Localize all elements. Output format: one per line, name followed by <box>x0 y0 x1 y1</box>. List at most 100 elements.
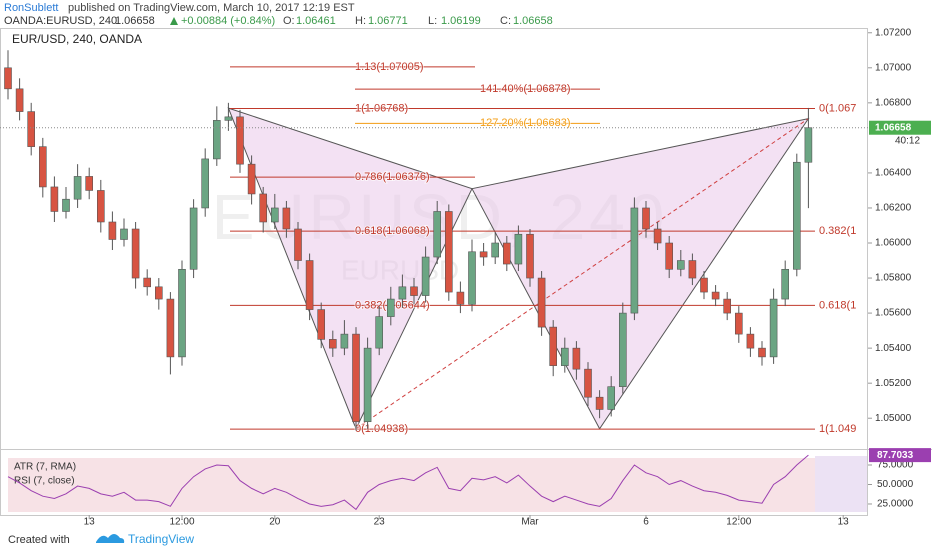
up-arrow <box>170 17 178 25</box>
rsi-tick-label: 50.0000 <box>877 479 914 490</box>
candle-body <box>328 339 337 349</box>
candle-body <box>584 368 592 398</box>
y-tick-label: 1.05200 <box>875 378 912 389</box>
y-tick-label: 1.05600 <box>875 308 912 319</box>
fib-label: 127.20%(1.06683) <box>480 117 571 129</box>
candle-body <box>514 233 523 265</box>
candle-body <box>340 333 349 349</box>
rsi-tick-label: 75.0000 <box>877 460 914 471</box>
candle-body <box>456 291 465 305</box>
fib-label: 1.13(1.07005) <box>355 61 424 73</box>
candle-body <box>700 277 708 293</box>
fib-label-right: 1(1.049 <box>819 423 856 435</box>
candle-body <box>201 158 209 209</box>
pattern-dashed <box>355 118 809 430</box>
ohlc-value: 1.06658 <box>513 15 553 27</box>
candle-body <box>15 88 24 112</box>
candle-body <box>398 286 407 300</box>
candle-body <box>178 268 186 358</box>
ohlc-value: 1.06199 <box>441 15 481 27</box>
candle-body <box>85 176 93 191</box>
candle-body <box>352 333 360 423</box>
candle-body <box>27 111 36 147</box>
x-tick-label: Mar <box>521 517 539 528</box>
fib-label: 141.40%(1.06878) <box>480 83 571 95</box>
candle-body <box>247 163 256 195</box>
rsi-badge <box>869 448 931 463</box>
fib-label-right: 0(1.067 <box>819 102 856 114</box>
candle-body <box>758 347 766 358</box>
candle-body <box>526 233 534 279</box>
candle-body <box>236 116 244 165</box>
atr-area-future <box>815 456 868 512</box>
footer-brand[interactable]: TradingView <box>128 532 194 546</box>
countdown: 40:12 <box>895 135 920 146</box>
candle-body <box>282 207 291 230</box>
candle-body <box>375 316 384 349</box>
candle-body <box>502 242 511 265</box>
candle-body <box>50 186 59 212</box>
y-tick-label: 1.06800 <box>875 97 912 108</box>
candle-body <box>549 326 558 366</box>
indicator-legend: ATR (7, RMA) <box>14 462 76 473</box>
candle-body <box>572 347 581 370</box>
y-tick-label: 1.05000 <box>875 413 912 424</box>
ohlc-value: 1.06771 <box>368 15 408 27</box>
x-tick-label: 20 <box>269 517 281 528</box>
candle-body <box>38 146 47 188</box>
candle-body <box>213 120 221 160</box>
candle-body <box>595 396 604 410</box>
footer-created: Created with <box>8 534 70 546</box>
candle-body <box>317 309 326 340</box>
change: +0.00884 (+0.84%) <box>181 15 275 27</box>
candle-body <box>769 298 778 358</box>
logo <box>96 534 125 543</box>
candle-body <box>97 190 105 223</box>
y-tick-label: 1.05400 <box>875 343 912 354</box>
candle-body <box>711 291 720 300</box>
candle-body <box>4 67 12 90</box>
candle-body <box>734 312 743 335</box>
author[interactable]: RonSublett <box>4 2 58 14</box>
candle-body <box>363 347 372 423</box>
candle-body <box>630 207 639 314</box>
x-tick-label: 13 <box>84 517 96 528</box>
candle-body <box>491 242 500 258</box>
indicator-legend: RSI (7, close) <box>14 476 75 487</box>
fib-label: 0.618(1.06068) <box>355 225 430 237</box>
ohlc-key: O: <box>283 15 295 27</box>
candle-body <box>189 207 198 270</box>
candle-body <box>410 286 418 296</box>
candle-body <box>781 268 790 300</box>
y-tick-label: 1.06200 <box>875 203 912 214</box>
candle-body <box>607 386 616 410</box>
candle-body <box>468 251 476 305</box>
candle-body <box>305 260 314 310</box>
fib-label-right: 0.618(1 <box>819 299 856 311</box>
x-tick-label: 23 <box>374 517 386 528</box>
candle-body <box>792 161 801 270</box>
ohlc-key: C: <box>500 15 511 27</box>
symbol: OANDA:EURUSD, 240 <box>4 15 117 27</box>
fib-label: 0(1.04938) <box>355 423 408 435</box>
candle-body <box>537 277 546 328</box>
candle-body <box>120 228 128 240</box>
y-tick-label: 1.05800 <box>875 273 912 284</box>
candle-body <box>723 298 732 314</box>
ohlc-key: L: <box>428 15 437 27</box>
candle-body <box>653 228 662 244</box>
fib-label-right: 0.382(1 <box>819 225 856 237</box>
last-price-label: 1.06658 <box>875 122 912 133</box>
candle-body <box>804 127 813 163</box>
candle-body <box>618 312 627 387</box>
atr-area <box>8 458 815 512</box>
candle-body <box>665 242 674 270</box>
candle-body <box>270 207 279 223</box>
candle-body <box>688 260 697 279</box>
fib-label: 1(1.06768) <box>355 102 408 114</box>
y-tick-label: 1.06400 <box>875 168 912 179</box>
candle-body <box>155 286 163 300</box>
candle-body <box>444 211 453 293</box>
candle-body <box>73 176 82 200</box>
